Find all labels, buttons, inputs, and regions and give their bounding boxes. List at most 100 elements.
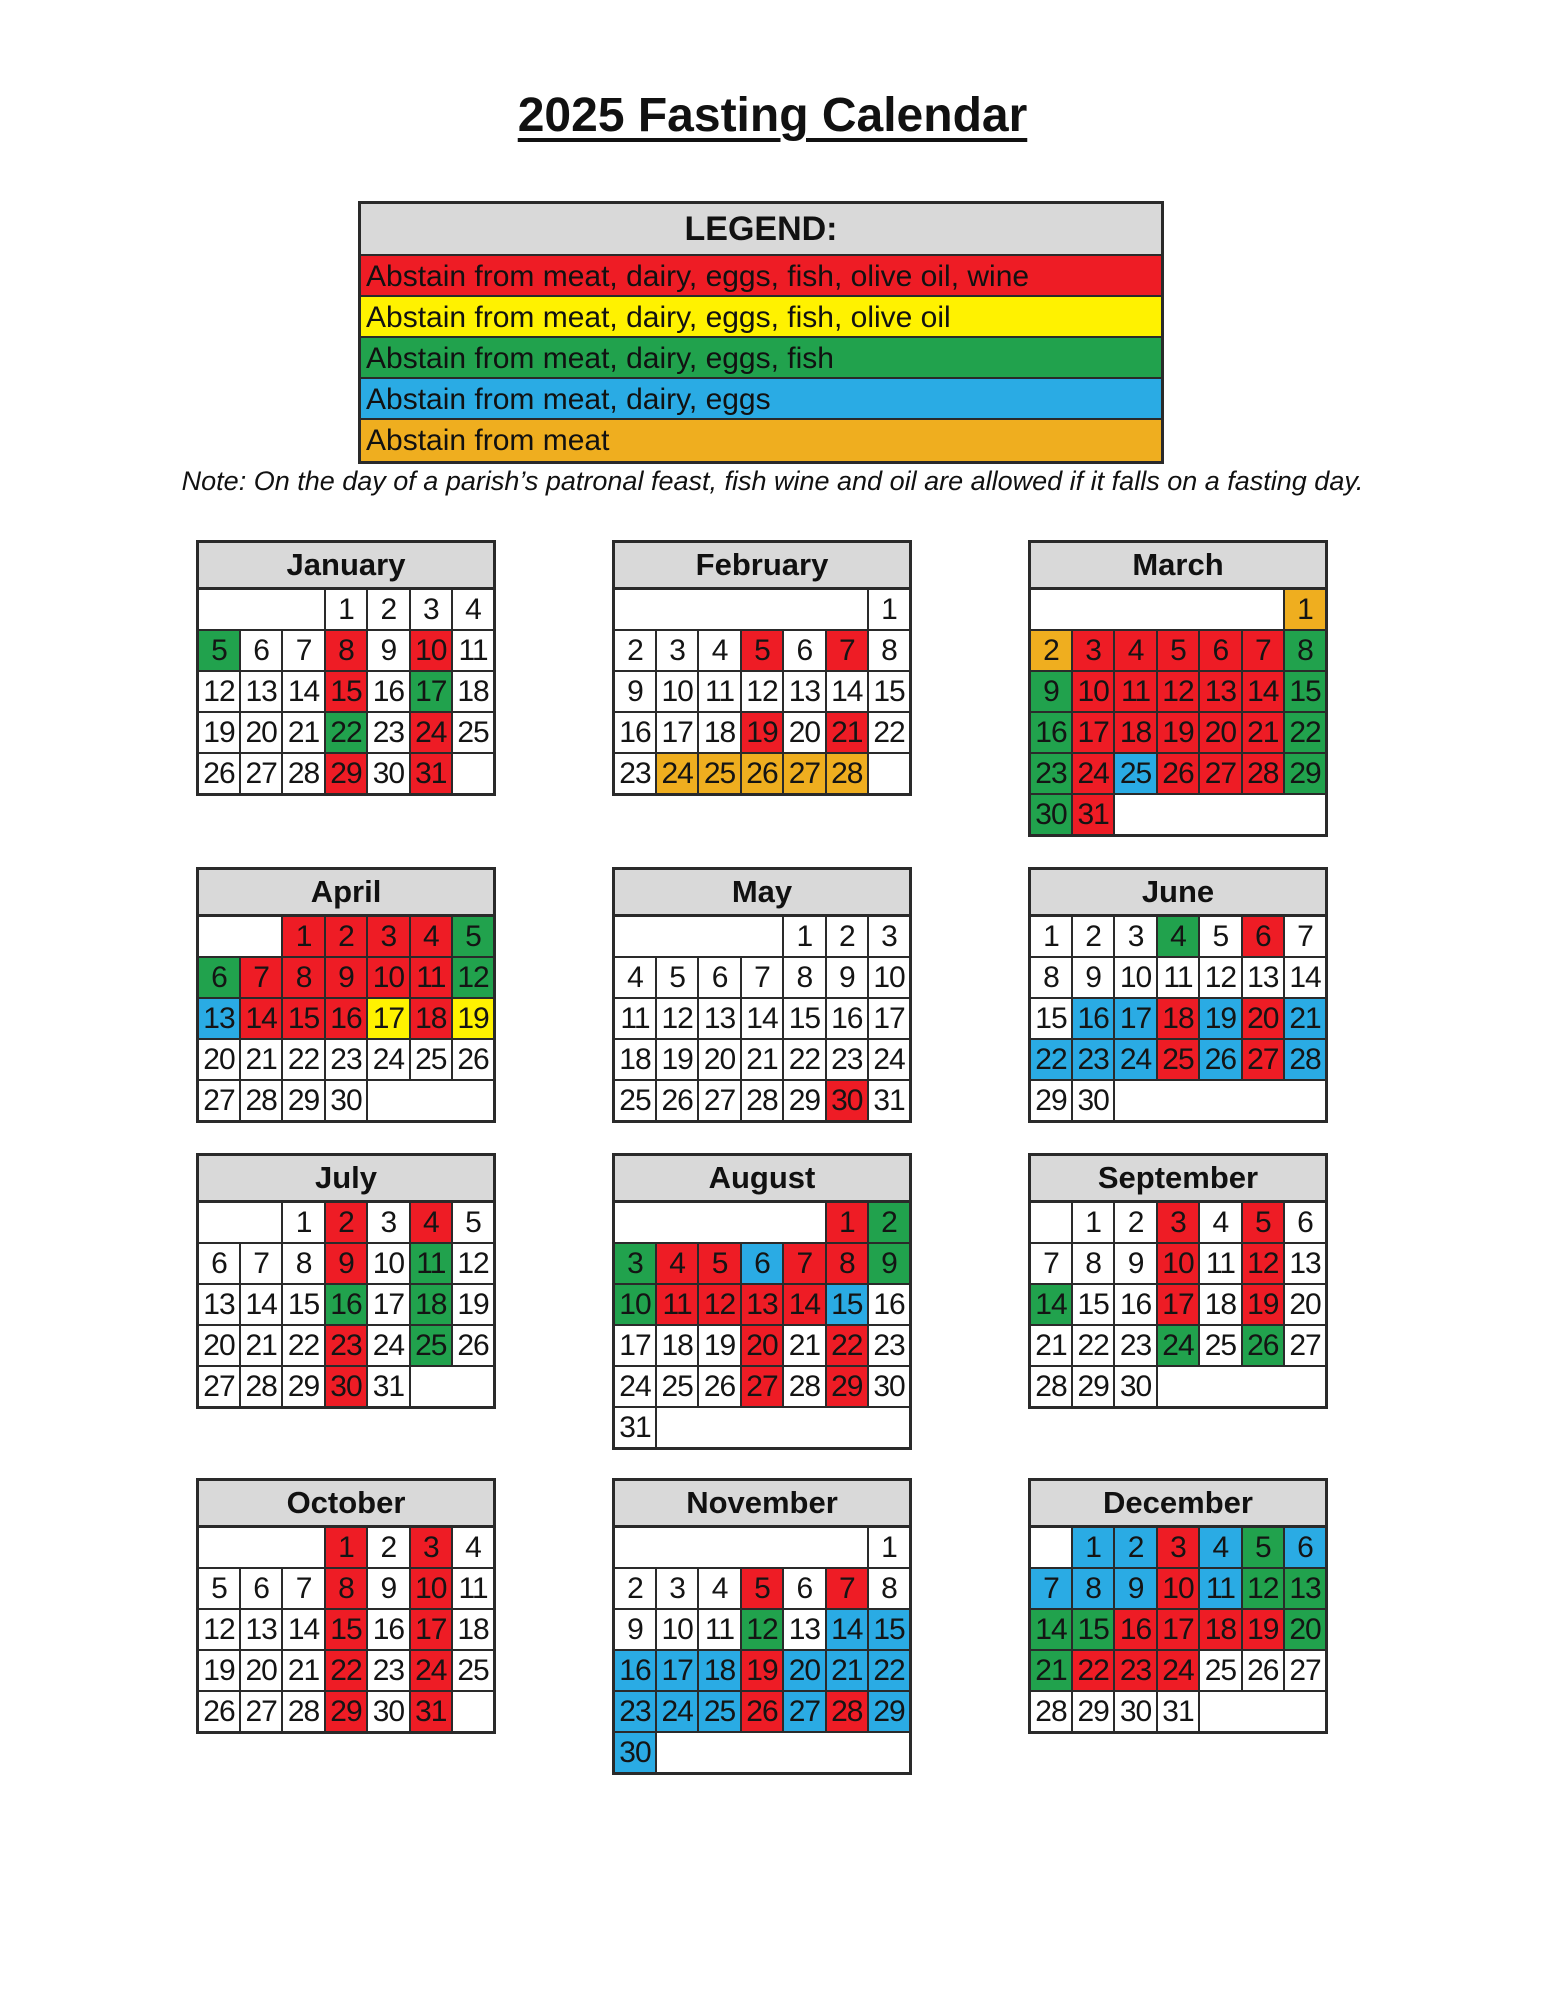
day-cell-november-23: 23 [612, 1690, 657, 1733]
day-cell-may-26: 26 [654, 1079, 700, 1123]
day-cell-november-29: 29 [867, 1690, 912, 1733]
day-cell-september-17: 17 [1155, 1283, 1201, 1326]
legend-header: LEGEND: [361, 204, 1161, 256]
day-cell-february-8: 8 [867, 629, 912, 672]
day-cell-march-15: 15 [1283, 670, 1328, 713]
day-cell-june-30: 30 [1070, 1079, 1116, 1123]
blank-cell [196, 587, 326, 631]
day-cell-february-20: 20 [782, 711, 827, 754]
blank-cell [1028, 1200, 1073, 1244]
day-cell-july-3: 3 [366, 1200, 411, 1244]
day-cell-october-24: 24 [408, 1649, 454, 1692]
day-cell-january-13: 13 [238, 670, 284, 713]
day-cell-september-6: 6 [1283, 1200, 1328, 1244]
day-cell-may-1: 1 [782, 914, 827, 958]
day-cell-january-8: 8 [323, 629, 369, 672]
month-march: March 1 2 3 4 5 6 7 8 9 10 11 12 13 14 15 16 17 18 19 20 21 22… [1028, 540, 1328, 837]
month-header-october: October [196, 1478, 496, 1528]
day-cell-may-13: 13 [697, 997, 742, 1040]
day-cell-february-7: 7 [824, 629, 870, 672]
day-cell-january-29: 29 [323, 752, 369, 796]
day-cell-august-6: 6 [739, 1242, 785, 1285]
month-february: February 1 2 3 4 5 6 7 8 9 10 11 12 13 14 15 16 17 18 19 20 2… [612, 540, 912, 796]
day-cell-march-5: 5 [1155, 629, 1201, 672]
day-cell-october-5: 5 [196, 1567, 241, 1610]
day-cell-march-25: 25 [1113, 752, 1158, 795]
day-cell-june-7: 7 [1283, 914, 1328, 958]
day-cell-january-28: 28 [281, 752, 326, 796]
month-header-july: July [196, 1153, 496, 1203]
day-cell-january-2: 2 [366, 587, 411, 631]
day-cell-april-16: 16 [323, 997, 369, 1040]
day-cell-january-14: 14 [281, 670, 326, 713]
day-cell-may-7: 7 [739, 956, 785, 999]
day-cell-april-22: 22 [281, 1038, 326, 1081]
month-october: October 1 2 3 4 5 6 7 8 9 10 11 12 13 14 15 16 17 18 19 20 21… [196, 1478, 496, 1734]
month-july: July 1 2 3 4 5 6 7 8 9 10 11 12 13 14 15 16 17 18 19 20 21 22 2… [196, 1153, 496, 1409]
day-cell-june-29: 29 [1028, 1079, 1073, 1123]
day-cell-january-12: 12 [196, 670, 241, 713]
day-cell-december-12: 12 [1240, 1567, 1286, 1610]
day-cell-june-25: 25 [1155, 1038, 1201, 1081]
day-cell-august-25: 25 [654, 1365, 700, 1408]
day-cell-june-11: 11 [1155, 956, 1201, 999]
day-cell-september-11: 11 [1198, 1242, 1243, 1285]
day-cell-november-18: 18 [697, 1649, 742, 1692]
day-cell-august-30: 30 [867, 1365, 912, 1408]
day-cell-july-13: 13 [196, 1283, 241, 1326]
day-cell-june-3: 3 [1113, 914, 1158, 958]
month-header-august: August [612, 1153, 912, 1203]
day-cell-april-21: 21 [238, 1038, 284, 1081]
day-cell-april-19: 19 [451, 997, 496, 1040]
day-cell-january-31: 31 [408, 752, 454, 796]
day-cell-november-16: 16 [612, 1649, 657, 1692]
day-cell-july-5: 5 [451, 1200, 496, 1244]
day-cell-december-24: 24 [1155, 1649, 1201, 1692]
day-cell-march-10: 10 [1070, 670, 1116, 713]
day-cell-april-9: 9 [323, 956, 369, 999]
day-cell-june-20: 20 [1240, 997, 1286, 1040]
day-cell-march-28: 28 [1240, 752, 1286, 795]
blank-cell [1113, 1079, 1328, 1123]
day-cell-february-24: 24 [654, 752, 700, 796]
day-cell-march-9: 9 [1028, 670, 1073, 713]
day-cell-april-18: 18 [408, 997, 454, 1040]
day-cell-august-15: 15 [824, 1283, 870, 1326]
day-cell-april-11: 11 [408, 956, 454, 999]
day-cell-april-25: 25 [408, 1038, 454, 1081]
day-cell-january-10: 10 [408, 629, 454, 672]
day-cell-september-29: 29 [1070, 1365, 1116, 1409]
day-cell-november-3: 3 [654, 1567, 700, 1610]
day-cell-may-17: 17 [867, 997, 912, 1040]
day-cell-october-4: 4 [451, 1525, 496, 1569]
day-cell-july-15: 15 [281, 1283, 326, 1326]
day-cell-june-21: 21 [1283, 997, 1328, 1040]
day-cell-july-31: 31 [366, 1365, 411, 1409]
day-cell-june-27: 27 [1240, 1038, 1286, 1081]
day-cell-november-25: 25 [697, 1690, 742, 1733]
day-cell-august-18: 18 [654, 1324, 700, 1367]
day-cell-may-2: 2 [824, 914, 870, 958]
day-cell-march-8: 8 [1283, 629, 1328, 672]
day-cell-february-17: 17 [654, 711, 700, 754]
month-header-november: November [612, 1478, 912, 1528]
day-cell-march-14: 14 [1240, 670, 1286, 713]
day-cell-february-11: 11 [697, 670, 742, 713]
day-cell-may-29: 29 [782, 1079, 827, 1123]
day-cell-june-16: 16 [1070, 997, 1116, 1040]
day-cell-may-19: 19 [654, 1038, 700, 1081]
day-cell-june-8: 8 [1028, 956, 1073, 999]
day-cell-august-26: 26 [697, 1365, 742, 1408]
day-cell-march-18: 18 [1113, 711, 1158, 754]
day-cell-march-12: 12 [1155, 670, 1201, 713]
day-cell-november-7: 7 [824, 1567, 870, 1610]
day-cell-april-4: 4 [408, 914, 454, 958]
day-cell-september-4: 4 [1198, 1200, 1243, 1244]
day-cell-october-25: 25 [451, 1649, 496, 1692]
month-january: January 1 2 3 4 5 6 7 8 9 10 11 12 13 14 15 16 17 18 19 20 21… [196, 540, 496, 796]
day-cell-december-1: 1 [1070, 1525, 1116, 1569]
day-cell-february-12: 12 [739, 670, 785, 713]
day-cell-march-7: 7 [1240, 629, 1286, 672]
day-cell-december-31: 31 [1155, 1690, 1201, 1734]
day-cell-september-7: 7 [1028, 1242, 1073, 1285]
